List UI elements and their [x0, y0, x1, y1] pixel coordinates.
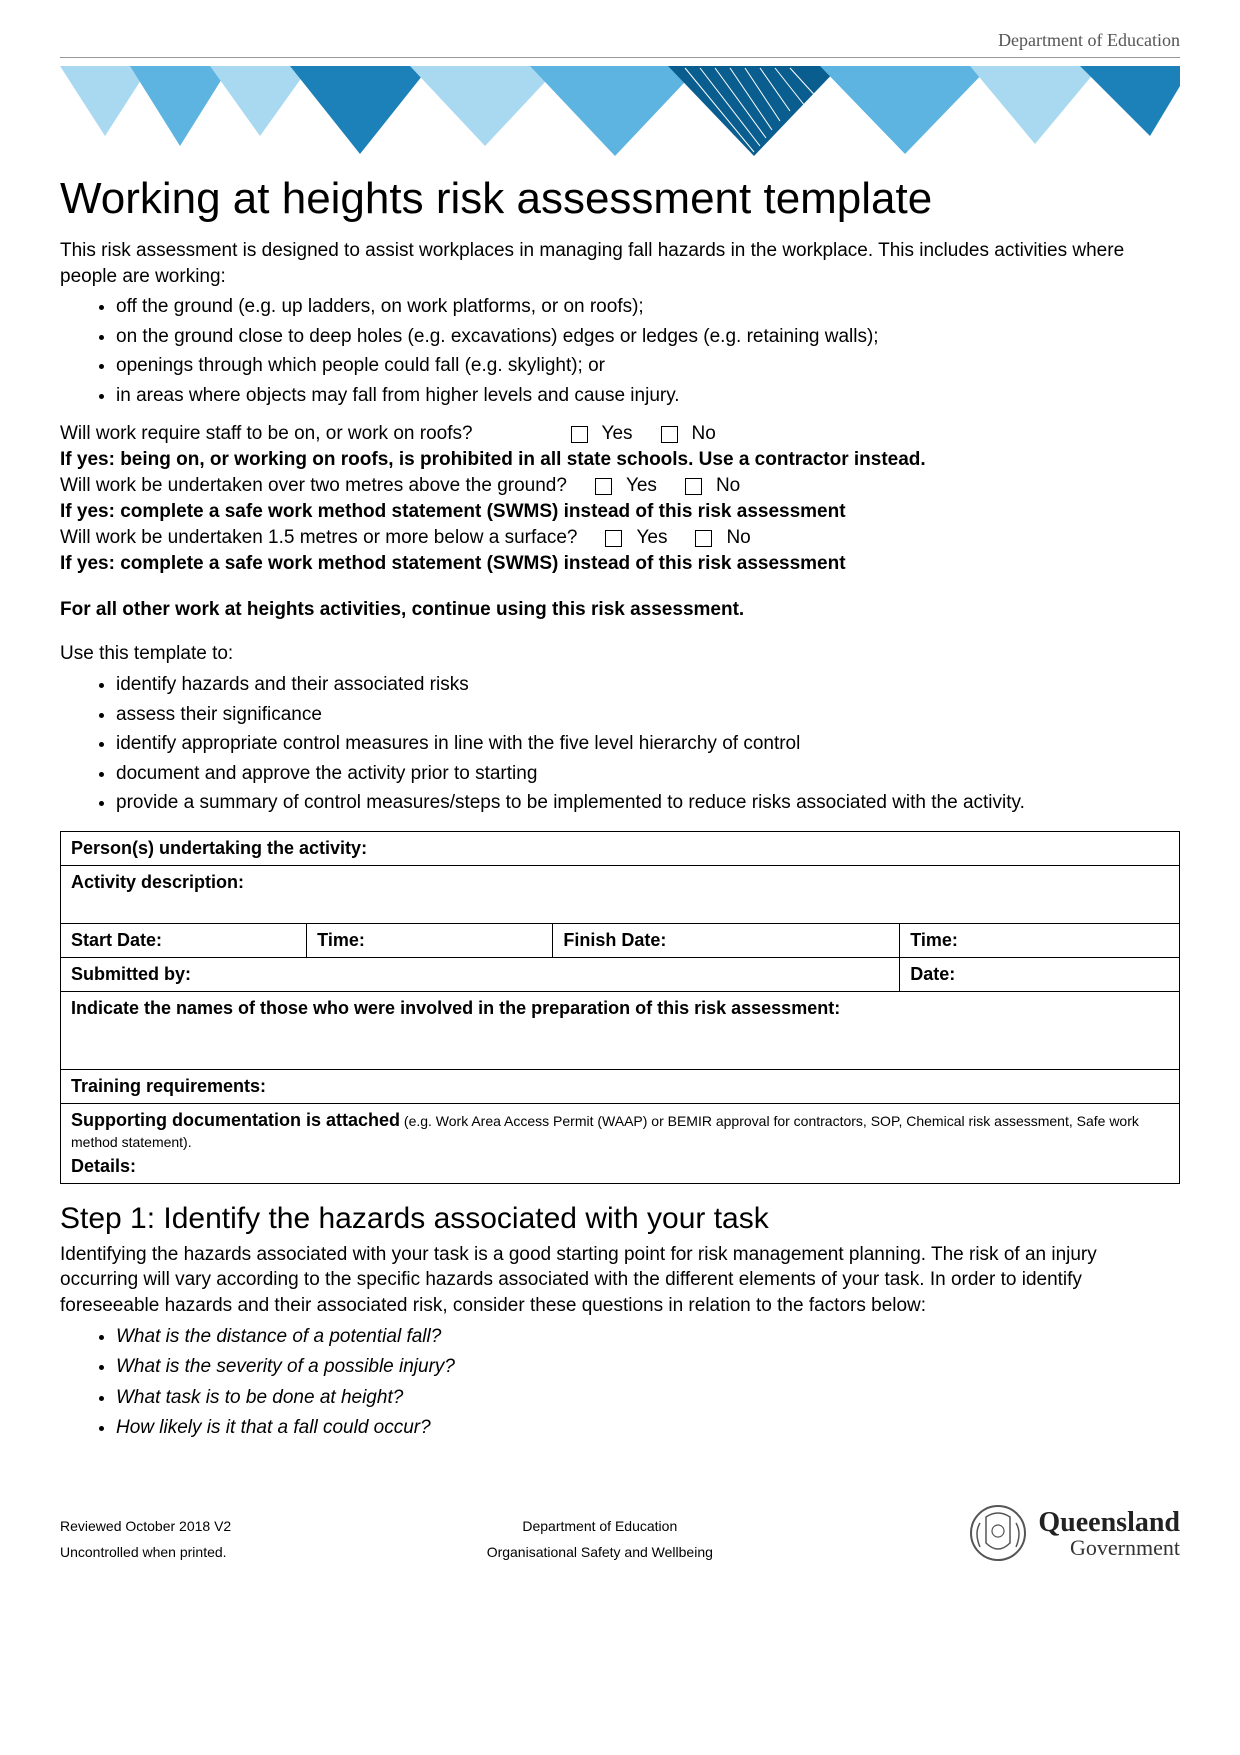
qg-logo-line1: Queensland [1038, 1509, 1180, 1537]
checkbox-label-yes: Yes [636, 527, 667, 549]
question-text: Will work be undertaken 1.5 metres or mo… [60, 527, 577, 549]
checkbox-label-no: No [716, 475, 740, 497]
start-time-field[interactable]: Time: [307, 923, 553, 957]
intro-bullet-list: off the ground (e.g. up ladders, on work… [60, 293, 1180, 409]
use-template-item: identify hazards and their associated ri… [116, 671, 1180, 699]
if-yes-note: If yes: being on, or working on roofs, i… [60, 449, 1180, 471]
checkbox-no[interactable] [661, 426, 678, 443]
footer-reviewed: Reviewed October 2018 V2 [60, 1514, 231, 1539]
step1-question: What is the severity of a possible injur… [116, 1353, 1180, 1382]
supporting-doc-bold: Supporting documentation is attached [71, 1110, 400, 1130]
footer-org: Organisational Safety and Wellbeing [231, 1540, 968, 1565]
footer-uncontrolled: Uncontrolled when printed. [60, 1540, 231, 1565]
intro-bullet: on the ground close to deep holes (e.g. … [116, 323, 1180, 351]
checkbox-no[interactable] [695, 530, 712, 547]
step1-questions-list: What is the distance of a potential fall… [60, 1323, 1180, 1443]
page-footer: Reviewed October 2018 V2 Uncontrolled wh… [60, 1503, 1180, 1565]
intro-paragraph: This risk assessment is designed to assi… [60, 238, 1180, 289]
submitted-date-field[interactable]: Date: [900, 957, 1180, 991]
checkbox-label-yes: Yes [626, 475, 657, 497]
finish-date-field[interactable]: Finish Date: [553, 923, 900, 957]
qg-logo-line2: Government [1038, 1537, 1180, 1559]
crest-icon [968, 1503, 1028, 1565]
training-requirements-field[interactable]: Training requirements: [61, 1069, 1180, 1103]
step1-question: What is the distance of a potential fall… [116, 1323, 1180, 1352]
use-template-lead: Use this template to: [60, 641, 1180, 667]
if-yes-note: If yes: complete a safe work method stat… [60, 501, 1180, 523]
supporting-documentation-field[interactable]: Supporting documentation is attached (e.… [61, 1103, 1180, 1183]
question-row-below-surface: Will work be undertaken 1.5 metres or mo… [60, 527, 1180, 549]
start-date-field[interactable]: Start Date: [61, 923, 307, 957]
submitted-by-field[interactable]: Submitted by: [61, 957, 900, 991]
checkbox-yes[interactable] [605, 530, 622, 547]
finish-time-field[interactable]: Time: [900, 923, 1180, 957]
details-label: Details: [71, 1156, 1169, 1177]
question-text: Will work be undertaken over two metres … [60, 475, 567, 497]
step1-question: How likely is it that a fall could occur… [116, 1414, 1180, 1443]
checkbox-label-yes: Yes [602, 423, 633, 445]
checkbox-label-no: No [726, 527, 750, 549]
prep-names-field[interactable]: Indicate the names of those who were inv… [61, 991, 1180, 1069]
header-department: Department of Education [60, 30, 1180, 58]
step1-heading: Step 1: Identify the hazards associated … [60, 1202, 1180, 1236]
decorative-banner [60, 66, 1180, 156]
question-row-roofs: Will work require staff to be on, or wor… [60, 423, 1180, 445]
use-template-item: document and approve the activity prior … [116, 760, 1180, 788]
checkbox-yes[interactable] [571, 426, 588, 443]
continue-note: For all other work at heights activities… [60, 599, 1180, 621]
queensland-government-logo: Queensland Government [968, 1503, 1180, 1565]
question-row-two-metres: Will work be undertaken over two metres … [60, 475, 1180, 497]
intro-bullet: in areas where objects may fall from hig… [116, 382, 1180, 410]
checkbox-yes[interactable] [595, 478, 612, 495]
step1-body: Identifying the hazards associated with … [60, 1242, 1180, 1319]
activity-form-table: Person(s) undertaking the activity: Acti… [60, 831, 1180, 1184]
step1-question: What task is to be done at height? [116, 1384, 1180, 1413]
intro-bullet: off the ground (e.g. up ladders, on work… [116, 293, 1180, 321]
activity-description-field[interactable]: Activity description: [61, 865, 1180, 923]
checkbox-label-no: No [692, 423, 716, 445]
question-text: Will work require staff to be on, or wor… [60, 423, 473, 445]
footer-dept: Department of Education [231, 1514, 968, 1539]
use-template-item: assess their significance [116, 701, 1180, 729]
persons-field[interactable]: Person(s) undertaking the activity: [61, 831, 1180, 865]
use-template-item: identify appropriate control measures in… [116, 730, 1180, 758]
page-title: Working at heights risk assessment templ… [60, 174, 1180, 224]
if-yes-note: If yes: complete a safe work method stat… [60, 553, 1180, 575]
use-template-list: identify hazards and their associated ri… [60, 671, 1180, 817]
intro-bullet: openings through which people could fall… [116, 352, 1180, 380]
checkbox-no[interactable] [685, 478, 702, 495]
use-template-item: provide a summary of control measures/st… [116, 789, 1180, 817]
